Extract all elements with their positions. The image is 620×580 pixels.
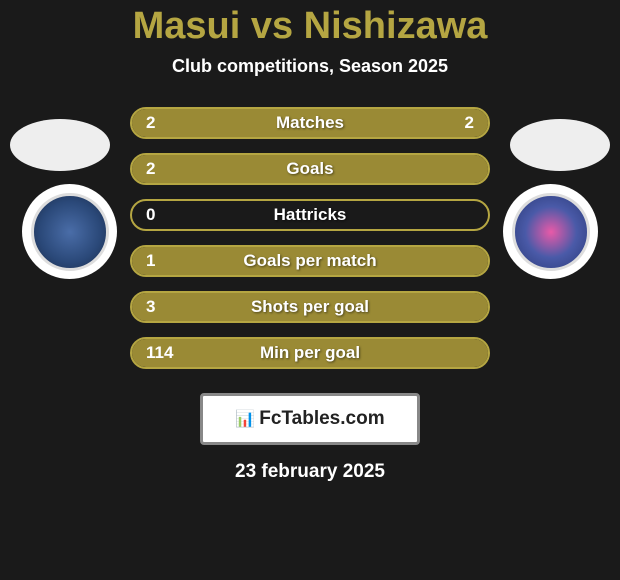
player-avatar-left xyxy=(10,119,110,171)
branding-text: FcTables.com xyxy=(259,408,384,430)
club-logo-left xyxy=(22,184,117,279)
stat-value-right: 2 xyxy=(465,113,474,133)
branding-badge: 📊 FcTables.com xyxy=(200,393,420,445)
stat-label: Matches xyxy=(276,113,344,133)
chart-icon: 📊 xyxy=(235,409,255,429)
footer-date: 23 february 2025 xyxy=(0,461,620,483)
stat-row: 114 Min per goal xyxy=(130,337,490,369)
stat-value-left: 0 xyxy=(146,205,155,225)
stat-label: Min per goal xyxy=(260,343,360,363)
stat-row: 3 Shots per goal xyxy=(130,291,490,323)
stat-label: Hattricks xyxy=(274,205,347,225)
stat-value-left: 1 xyxy=(146,251,155,271)
stats-bars: 2 Matches 2 2 Goals 0 Hattricks 1 Goals per matc… xyxy=(130,107,490,369)
stat-value-left: 114 xyxy=(146,343,173,363)
stat-value-left: 3 xyxy=(146,297,155,317)
stat-value-left: 2 xyxy=(146,113,155,133)
player-avatar-right xyxy=(510,119,610,171)
stat-row: 2 Goals xyxy=(130,153,490,185)
page-subtitle: Club competitions, Season 2025 xyxy=(172,56,448,77)
stat-row: 0 Hattricks xyxy=(130,199,490,231)
comparison-card: Masui vs Nishizawa Club competitions, Se… xyxy=(0,0,620,580)
main-area: 2 Matches 2 2 Goals 0 Hattricks 1 Goals per matc… xyxy=(0,107,620,580)
stat-label: Shots per goal xyxy=(251,297,369,317)
page-title: Masui vs Nishizawa xyxy=(133,5,488,48)
stat-label: Goals per match xyxy=(243,251,376,271)
stat-label: Goals xyxy=(286,159,333,179)
stat-value-left: 2 xyxy=(146,159,155,179)
club-logo-right xyxy=(503,184,598,279)
stat-row: 1 Goals per match xyxy=(130,245,490,277)
stat-row: 2 Matches 2 xyxy=(130,107,490,139)
